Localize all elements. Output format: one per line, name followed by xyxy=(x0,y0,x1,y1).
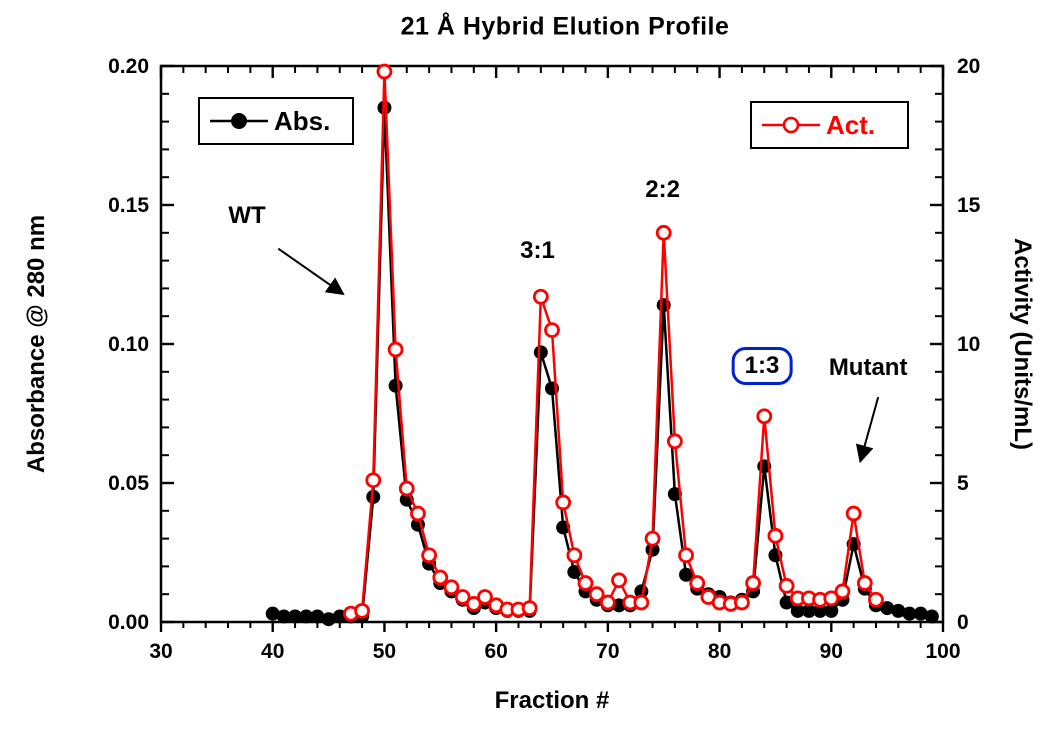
right-axis-title: Activity (Units/mL) xyxy=(1009,237,1036,451)
x-tick-label: 40 xyxy=(261,640,284,663)
act-data-point xyxy=(599,594,616,611)
act-data-point xyxy=(477,589,493,605)
x-tick-label: 50 xyxy=(373,640,396,663)
y-left-tick-label: 0.10 xyxy=(108,333,149,356)
act-data-point xyxy=(398,480,415,497)
abs-data-point xyxy=(880,601,895,616)
wt-arrow xyxy=(277,247,345,296)
annotation-mutant: Mutant xyxy=(828,353,908,381)
abs-legend-label: Abs. xyxy=(274,105,331,136)
act-data-point xyxy=(655,224,672,241)
y-left-tick-label: 0.00 xyxy=(108,611,149,634)
x-tick-label: 60 xyxy=(484,640,507,663)
act-data-point xyxy=(834,583,851,600)
act-data-point xyxy=(756,408,773,425)
abs-data-point xyxy=(891,603,906,618)
y-right-tick-label: 0 xyxy=(957,611,969,634)
act-data-point xyxy=(354,602,370,619)
abs-data-point xyxy=(299,609,314,624)
abs-data-point xyxy=(813,603,828,618)
y-right-tick-label: 5 xyxy=(957,472,969,495)
y-right-tick-label: 10 xyxy=(957,333,980,356)
y-right-tick-label: 15 xyxy=(957,194,981,217)
act-data-point xyxy=(566,547,583,564)
annotation-ratio-2-2: 2:2 xyxy=(645,175,680,203)
abs-data-point xyxy=(533,345,548,360)
abs-data-point xyxy=(667,487,682,502)
mutant-arrow xyxy=(855,396,880,464)
abs-data-point xyxy=(388,378,403,393)
abs-data-point xyxy=(913,606,928,621)
act-legend-marker-icon xyxy=(762,116,820,134)
legend-abs: Abs. xyxy=(198,97,354,145)
act-data-point xyxy=(443,579,460,596)
act-data-point xyxy=(778,577,795,594)
act-data-point xyxy=(734,594,750,611)
act-legend-label: Act. xyxy=(826,109,876,140)
x-tick-label: 100 xyxy=(925,640,960,663)
y-left-tick-label: 0.15 xyxy=(108,194,149,217)
annotation-wt: WT xyxy=(228,202,266,230)
y-right-tick-label: 20 xyxy=(957,55,980,78)
act-data-point xyxy=(521,600,538,616)
act-data-point xyxy=(868,591,884,608)
act-data-point xyxy=(644,530,661,547)
y-left-tick-label: 0.05 xyxy=(108,472,149,495)
act-data-point xyxy=(588,586,605,603)
abs-data-point xyxy=(801,603,816,618)
x-axis-title: Fraction # xyxy=(494,687,610,714)
abs-data-point xyxy=(288,609,303,624)
act-data-point xyxy=(454,589,471,605)
abs-data-point xyxy=(366,489,381,504)
abs-data-point xyxy=(790,603,805,618)
act-data-point xyxy=(666,433,683,450)
abs-data-point xyxy=(924,609,939,624)
y-left-tick-label: 0.20 xyxy=(108,55,149,78)
abs-data-point xyxy=(265,606,280,621)
act-data-point xyxy=(532,288,549,305)
act-data-point xyxy=(365,472,382,489)
abs-legend-marker-icon xyxy=(210,113,268,129)
abs-data-point xyxy=(276,609,291,624)
act-data-point xyxy=(544,322,560,339)
abs-data-point xyxy=(679,567,694,582)
act-data-point xyxy=(856,575,873,591)
abs-data-point xyxy=(310,609,325,624)
act-data-point xyxy=(465,596,482,612)
act-data-point xyxy=(823,590,840,607)
act-data-point xyxy=(611,572,627,589)
act-data-point xyxy=(376,63,393,80)
left-axis-title: Absorbance @ 280 nm xyxy=(23,214,50,474)
act-data-point xyxy=(432,569,449,586)
x-tick-label: 70 xyxy=(596,640,619,663)
act-data-point xyxy=(577,575,594,591)
act-data-point xyxy=(410,505,426,522)
abs-data-point xyxy=(824,603,839,618)
act-data-point xyxy=(678,547,694,564)
act-data-point xyxy=(555,494,572,511)
x-tick-label: 80 xyxy=(708,640,731,663)
abs-data-point xyxy=(567,564,582,579)
x-tick-label: 30 xyxy=(149,640,172,663)
act-data-point xyxy=(845,505,862,522)
act-data-point xyxy=(421,547,438,564)
act-data-point xyxy=(633,594,650,611)
annotation-ratio-3-1: 3:1 xyxy=(520,236,555,264)
act-series-line xyxy=(350,71,878,615)
abs-data-point xyxy=(321,612,336,627)
act-data-point xyxy=(387,341,404,358)
act-data-point xyxy=(767,527,784,544)
act-data-point xyxy=(689,575,706,591)
x-tick-label: 90 xyxy=(820,640,843,663)
annotation-ratio-1-3: 1:3 xyxy=(731,347,793,386)
act-data-point xyxy=(745,575,761,591)
legend-act: Act. xyxy=(750,101,909,149)
chart-title: 21 Å Hybrid Elution Profile xyxy=(400,12,730,41)
abs-data-point xyxy=(902,606,917,621)
